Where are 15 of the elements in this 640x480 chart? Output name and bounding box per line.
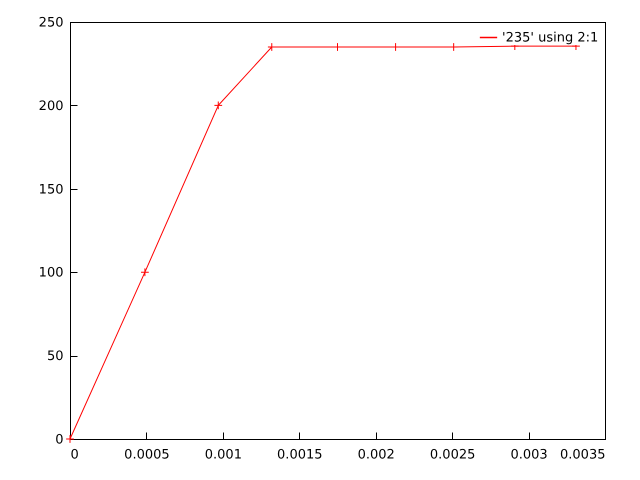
x-tick-label: 0.0025 xyxy=(430,448,476,462)
x-tick-label: 0.0035 xyxy=(560,448,606,462)
x-tick-label: 0.001 xyxy=(204,448,242,462)
x-tick-label: 0.0015 xyxy=(277,448,323,462)
y-tick-label: 150 xyxy=(38,182,64,198)
x-tick-label: 0.003 xyxy=(510,448,548,462)
x-tick-label: 0.0005 xyxy=(124,448,170,462)
y-tick-label: 100 xyxy=(38,266,64,281)
legend-label: '235' using 2:1 xyxy=(502,30,598,46)
y-tick-label: 250 xyxy=(38,16,64,30)
y-tick-label: 200 xyxy=(38,98,64,114)
y-tick-label: 50 xyxy=(46,349,64,364)
x-tick-label: 0 xyxy=(70,448,79,462)
x-tick-label: 0.002 xyxy=(358,448,395,462)
y-tick-label: 0 xyxy=(55,432,64,448)
